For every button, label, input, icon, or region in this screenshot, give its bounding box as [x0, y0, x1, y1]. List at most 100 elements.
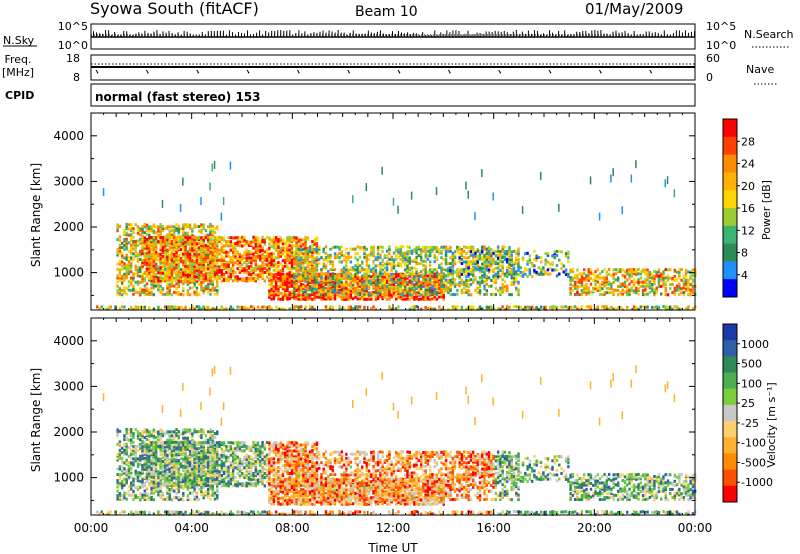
power-point — [451, 282, 455, 286]
power-point — [381, 263, 384, 267]
power-point — [274, 242, 278, 246]
power-point — [594, 274, 597, 278]
power-point — [451, 258, 455, 262]
power-point — [419, 307, 423, 311]
power-point — [626, 285, 629, 289]
power-point — [415, 258, 418, 262]
power-point — [179, 271, 183, 275]
power-point — [290, 246, 294, 250]
power-point — [408, 297, 412, 301]
power-point — [154, 250, 158, 254]
power-point — [139, 229, 142, 233]
power-point — [657, 282, 661, 286]
power-point — [304, 288, 307, 292]
power-point — [261, 272, 264, 276]
power-point — [279, 262, 282, 266]
power-point — [277, 276, 280, 280]
power-point — [139, 287, 142, 291]
power-point — [515, 305, 518, 309]
power-point — [297, 285, 301, 289]
power-point — [222, 275, 226, 279]
power-point — [639, 280, 643, 284]
power-point — [442, 293, 445, 297]
power-point — [293, 256, 296, 260]
power-point — [340, 272, 344, 276]
power-point — [324, 280, 328, 284]
power-point — [191, 246, 194, 250]
power-point — [424, 293, 427, 297]
power-point — [123, 247, 126, 251]
power-point — [211, 163, 214, 172]
power-point — [177, 273, 180, 277]
power-point — [268, 236, 271, 240]
power-point — [435, 274, 439, 278]
power-point — [204, 254, 208, 258]
power-point — [333, 288, 337, 292]
power-point — [272, 279, 276, 283]
power-point — [376, 276, 380, 280]
power-point — [367, 281, 371, 285]
power-point — [329, 268, 332, 272]
power-point — [381, 288, 384, 292]
power-point — [440, 275, 443, 279]
power-point — [200, 240, 203, 244]
power-point — [410, 280, 414, 284]
power-point — [306, 285, 310, 289]
power-point — [152, 264, 156, 268]
power-point — [170, 293, 174, 297]
power-point — [107, 307, 110, 311]
power-point — [598, 283, 602, 287]
power-point — [297, 247, 301, 251]
power-point — [274, 287, 278, 291]
power-point — [145, 239, 149, 243]
power-point — [528, 260, 532, 264]
power-point — [236, 258, 239, 262]
power-point — [274, 244, 278, 248]
power-point — [311, 278, 314, 282]
power-point — [182, 231, 185, 235]
power-point — [322, 290, 325, 294]
power-point — [469, 268, 473, 272]
power-point — [650, 286, 654, 290]
power-point — [234, 270, 237, 274]
power-point — [145, 274, 149, 278]
power-point — [308, 245, 312, 249]
power-point — [240, 238, 244, 242]
power-point — [340, 291, 344, 295]
power-point — [404, 263, 407, 267]
power-point — [220, 273, 224, 277]
power-point — [116, 249, 119, 253]
power-point — [442, 282, 445, 286]
power-point — [295, 238, 298, 242]
power-point — [168, 254, 171, 258]
power-point — [299, 238, 303, 242]
power-point — [601, 287, 604, 291]
power-point — [453, 250, 457, 254]
power-point — [410, 305, 414, 309]
power-point — [281, 279, 285, 283]
power-point — [130, 247, 133, 251]
power-point — [163, 238, 167, 242]
power-point — [322, 262, 325, 266]
power-point — [168, 236, 171, 240]
power-point — [666, 278, 670, 282]
power-point — [311, 248, 314, 252]
power-point — [390, 282, 393, 286]
power-point — [603, 279, 606, 283]
power-point — [152, 239, 156, 243]
power-point — [331, 260, 334, 264]
power-point — [295, 276, 298, 280]
power-point — [188, 266, 192, 270]
nave-dip — [145, 69, 149, 74]
power-point — [134, 254, 137, 258]
power-point — [191, 248, 194, 252]
power-point — [116, 225, 119, 229]
power-point — [347, 268, 350, 272]
power-point — [116, 289, 119, 293]
power-point — [211, 288, 214, 292]
power-point — [404, 268, 407, 272]
power-point — [512, 249, 516, 253]
power-point — [519, 305, 522, 309]
power-point — [105, 307, 108, 311]
power-point — [177, 258, 180, 262]
